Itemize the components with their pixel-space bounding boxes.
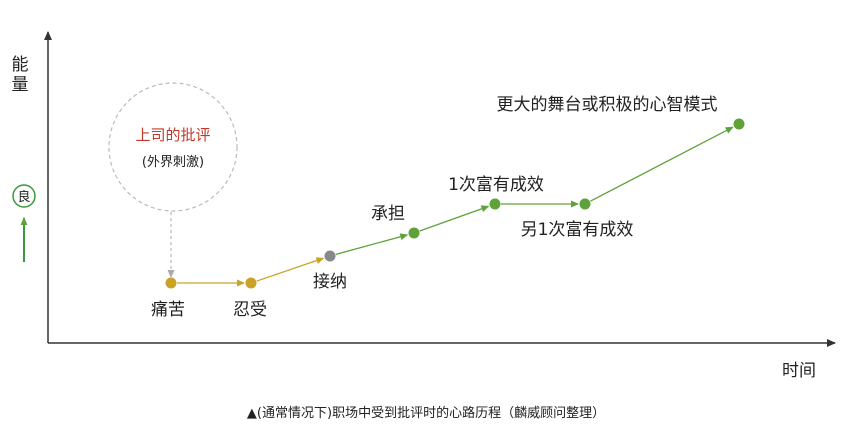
stage-point bbox=[579, 198, 591, 210]
path-segment bbox=[335, 233, 409, 256]
stage-label: 接纳 bbox=[313, 272, 347, 292]
stimulus-bubble bbox=[108, 82, 238, 212]
stage-label: 忍受 bbox=[233, 300, 267, 320]
stage-point bbox=[408, 227, 420, 239]
y-axis-label-1: 能 bbox=[12, 55, 29, 75]
good-badge-label: 良 bbox=[17, 189, 30, 205]
stage-point bbox=[245, 277, 257, 289]
stage-label: 更大的舞台或积极的心智模式 bbox=[497, 95, 718, 115]
stage-point bbox=[733, 118, 745, 130]
path-segment bbox=[590, 126, 734, 202]
bubble-title: 上司的批评 bbox=[135, 126, 210, 144]
stage-label: 另1次富有成效 bbox=[521, 220, 634, 240]
stage-label: 1次富有成效 bbox=[448, 175, 544, 195]
x-axis-label: 时间 bbox=[782, 361, 816, 381]
bubble-subtitle: (外界刺激) bbox=[142, 155, 204, 170]
figure-caption: ▲(通常情况下)职场中受到批评时的心路历程（麟威顾问整理） bbox=[246, 406, 606, 421]
stage-label: 痛苦 bbox=[151, 300, 185, 320]
path-segment bbox=[256, 257, 325, 282]
stage-point bbox=[324, 250, 336, 262]
stage-label: 承担 bbox=[371, 204, 405, 224]
path-segment bbox=[419, 205, 490, 232]
stage-point bbox=[165, 277, 177, 289]
stage-point bbox=[489, 198, 501, 210]
y-axis-label-2: 量 bbox=[12, 75, 29, 95]
good-badge bbox=[12, 184, 36, 208]
path-segments bbox=[177, 126, 734, 287]
